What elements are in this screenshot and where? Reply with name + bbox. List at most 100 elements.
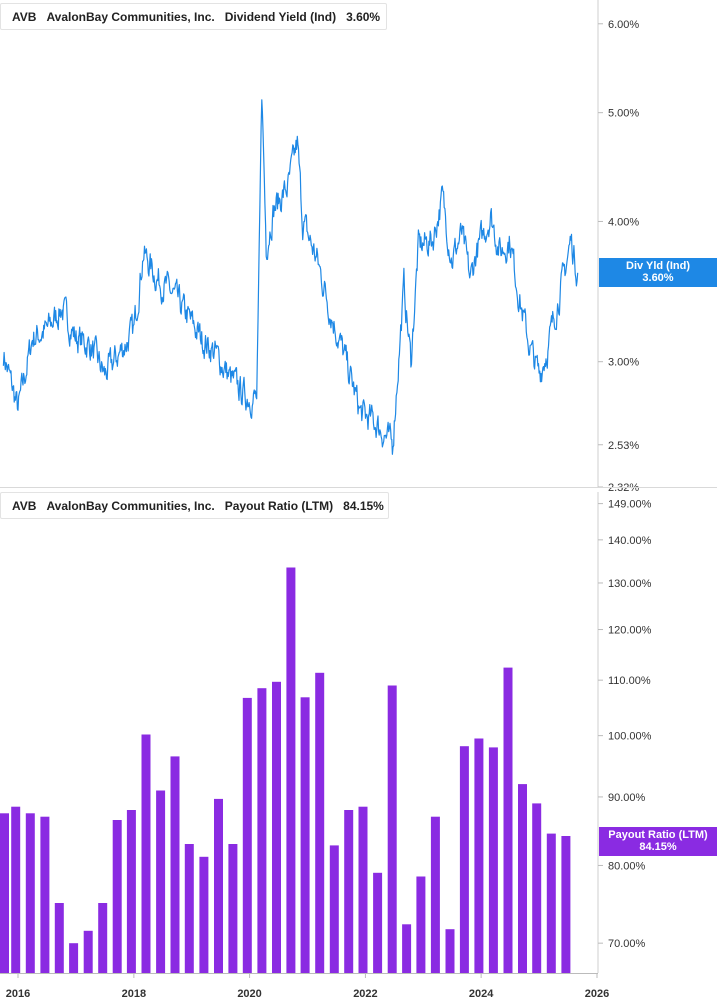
payout-tick-label: 80.00% (608, 860, 646, 872)
x-tick-label: 2026 (585, 988, 609, 1000)
yield-legend: AVB AvalonBay Communities, Inc. Dividend… (0, 3, 387, 30)
payout-tag-label: Payout Ratio (LTM) (608, 829, 708, 841)
yield-legend-value: 3.60% (346, 9, 381, 24)
payout-bar (532, 803, 542, 973)
yield-value-tag: Div Yld (Ind) 3.60% (599, 258, 717, 287)
payout-bar (503, 667, 513, 973)
x-tick-label: 2018 (122, 988, 146, 1000)
yield-tick-label: 4.00% (608, 216, 639, 228)
x-tick: 2022 (353, 973, 378, 1000)
yield-tick-label: 5.00% (608, 108, 639, 120)
payout-tick-label: 149.00% (608, 499, 652, 511)
payout-bar (430, 816, 440, 973)
yield-tick-label: 2.53% (608, 440, 639, 452)
payout-bar (141, 734, 151, 973)
payout-bar (112, 820, 122, 973)
x-tick: 2020 (237, 973, 262, 1000)
payout-bar (126, 810, 136, 973)
payout-bar (459, 746, 469, 973)
payout-tick-label: 130.00% (608, 578, 652, 590)
payout-bar (228, 844, 238, 973)
payout-bar (474, 738, 484, 973)
payout-axis: 149.00% 140.00% 130.00% 120.00% 110.00% 100.0… (0, 487, 717, 973)
payout-tick: 110.00% (598, 675, 651, 687)
payout-bar (25, 813, 35, 973)
payout-value-tag: Payout Ratio (LTM) 84.15% (599, 827, 717, 856)
payout-tick: 130.00% (598, 578, 652, 590)
x-tick: 2024 (469, 973, 494, 1000)
payout-tick-label: 110.00% (608, 675, 651, 687)
payout-bar (286, 567, 296, 973)
yield-tick: 6.00% (598, 19, 639, 31)
yield-tick-label: 3.00% (608, 357, 639, 369)
yield-axis: 6.00%5.00%4.00%3.00%2.53%2.32% (597, 0, 639, 494)
payout-bar (546, 833, 556, 973)
payout-ratio-series (0, 567, 571, 973)
payout-tick: 90.00% (598, 792, 646, 804)
payout-bar (54, 903, 64, 973)
payout-tick: 100.00% (598, 731, 652, 743)
x-tick-label: 2022 (353, 988, 377, 1000)
payout-bar (416, 876, 426, 973)
payout-legend-ticker: AVB (12, 498, 37, 513)
payout-bar (518, 784, 527, 973)
dividend-yield-line (2, 99, 579, 455)
payout-legend-value: 84.15% (343, 498, 384, 513)
yield-tag-label: Div Yld (Ind) (626, 260, 690, 272)
dividend-yield-series (2, 99, 579, 455)
payout-bar (69, 943, 79, 973)
payout-tick: 149.00% (598, 499, 652, 511)
yield-tick: 5.00% (598, 108, 639, 120)
payout-bar (170, 756, 180, 973)
payout-bar (488, 747, 498, 973)
payout-bar (0, 813, 9, 973)
payout-bar (214, 798, 223, 973)
payout-bar (358, 806, 368, 973)
x-tick-label: 2024 (469, 988, 494, 1000)
payout-bar (445, 929, 455, 973)
payout-bar (329, 845, 339, 973)
payout-tick: 70.00% (598, 938, 646, 950)
payout-legend-metric: Payout Ratio (LTM) (224, 498, 334, 513)
payout-tick: 140.00% (598, 535, 652, 547)
payout-bar (561, 836, 571, 973)
payout-tick-label: 90.00% (608, 792, 646, 804)
yield-tick: 2.53% (598, 440, 639, 452)
x-axis: 2016 2018 2020 2022 2024 2026 (0, 973, 609, 1000)
payout-tick-label: 100.00% (608, 731, 652, 743)
yield-tag-value: 3.60% (642, 272, 674, 284)
x-tick: 2016 (6, 973, 30, 1000)
payout-tick-label: 140.00% (608, 535, 652, 547)
yield-tick: 4.00% (598, 216, 639, 228)
payout-bar (300, 697, 310, 973)
payout-bar (11, 806, 21, 973)
payout-legend-company: AvalonBay Communities, Inc. (46, 498, 215, 513)
payout-bar (40, 816, 50, 973)
payout-bar (373, 872, 383, 973)
payout-bar (387, 685, 397, 973)
yield-legend-ticker: AVB (12, 9, 37, 24)
x-tick: 2018 (122, 973, 146, 1000)
x-tick: 2026 (585, 973, 609, 1000)
yield-legend-metric: Dividend Yield (Ind) (224, 9, 337, 24)
payout-bar (315, 672, 325, 973)
yield-tick-label: 6.00% (608, 19, 639, 31)
payout-legend: AVB AvalonBay Communities, Inc. Payout R… (0, 492, 389, 519)
payout-tag-value: 84.15% (639, 841, 677, 853)
yield-tick: 3.00% (598, 357, 639, 369)
payout-tick: 80.00% (598, 860, 646, 872)
payout-tick-label: 70.00% (608, 938, 646, 950)
payout-bar (98, 903, 108, 973)
payout-tick: 120.00% (598, 625, 652, 637)
payout-bar (272, 681, 281, 973)
payout-bar (402, 924, 412, 973)
x-tick-label: 2020 (237, 988, 261, 1000)
yield-legend-company: AvalonBay Communities, Inc. (46, 9, 215, 24)
payout-bar (199, 856, 209, 973)
payout-bar (156, 790, 166, 973)
payout-bar (344, 810, 354, 973)
payout-tick-label: 120.00% (608, 625, 652, 637)
payout-bar (184, 844, 194, 973)
payout-bar (257, 688, 267, 973)
